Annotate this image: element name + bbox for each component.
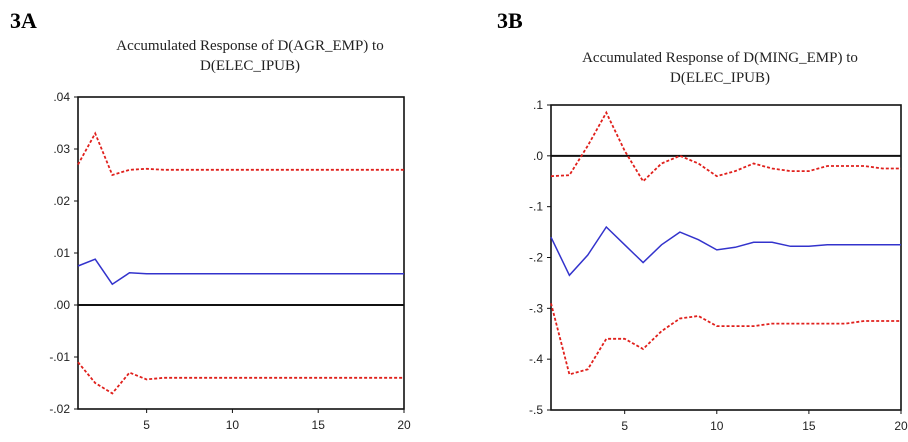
series-line-3b-2 [550, 303, 901, 376]
plot-frame-3a [77, 96, 405, 410]
chart-title-3a-line2: D(ELEC_IPUB) [200, 58, 300, 74]
x-tick-label-3b-3: 20 [894, 419, 908, 433]
x-tick-label-3a-1: 10 [226, 418, 240, 432]
panel-label-3a: 3A [10, 8, 37, 33]
series-line-3a-0 [77, 131, 404, 177]
y-tick-label-3a-1: .03 [53, 142, 70, 156]
chart-title-3a: Accumulated Response of D(AGR_EMP) to D(… [60, 36, 440, 76]
x-tick-label-3a-0: 5 [143, 418, 150, 432]
y-tick-label-3a-6: -.02 [49, 402, 70, 416]
y-tick-label-3b-0: .1 [533, 98, 543, 112]
series-line-3b-0 [550, 110, 901, 183]
chart-title-3b-line1: Accumulated Response of D(MING_EMP) to [582, 50, 858, 66]
series-line-3b-1 [550, 225, 901, 277]
x-tick-label-3b-1: 10 [710, 419, 724, 433]
y-tick-label-3b-3: -.2 [529, 251, 543, 265]
y-tick-label-3a-2: .02 [53, 194, 70, 208]
chart-title-3a-line1: Accumulated Response of D(AGR_EMP) to [116, 38, 384, 54]
chart-title-3b-line2: D(ELEC_IPUB) [670, 70, 770, 86]
y-tick-label-3a-0: .04 [53, 90, 70, 104]
y-tick-label-3a-4: .00 [53, 298, 70, 312]
x-tick-label-3b-0: 5 [621, 419, 628, 433]
y-tick-label-3b-4: -.3 [529, 301, 543, 315]
y-tick-label-3b-2: -.1 [529, 200, 543, 214]
x-tick-label-3a-2: 15 [312, 418, 326, 432]
y-tick-label-3b-5: -.4 [529, 352, 543, 366]
y-tick-label-3a-3: .01 [53, 246, 70, 260]
series-line-3a-1 [77, 258, 404, 286]
series-line-3a-2 [77, 361, 404, 395]
panel-label-3b: 3B [497, 8, 523, 33]
y-tick-label-3b-6: -.5 [529, 403, 543, 417]
y-tick-label-3a-5: -.01 [49, 350, 70, 364]
plot-frame-3b [550, 104, 902, 411]
chart-title-3b: Accumulated Response of D(MING_EMP) to D… [530, 48, 908, 88]
y-tick-label-3b-1: .0 [533, 149, 543, 163]
x-tick-label-3b-2: 15 [802, 419, 816, 433]
x-tick-label-3a-3: 20 [397, 418, 411, 432]
